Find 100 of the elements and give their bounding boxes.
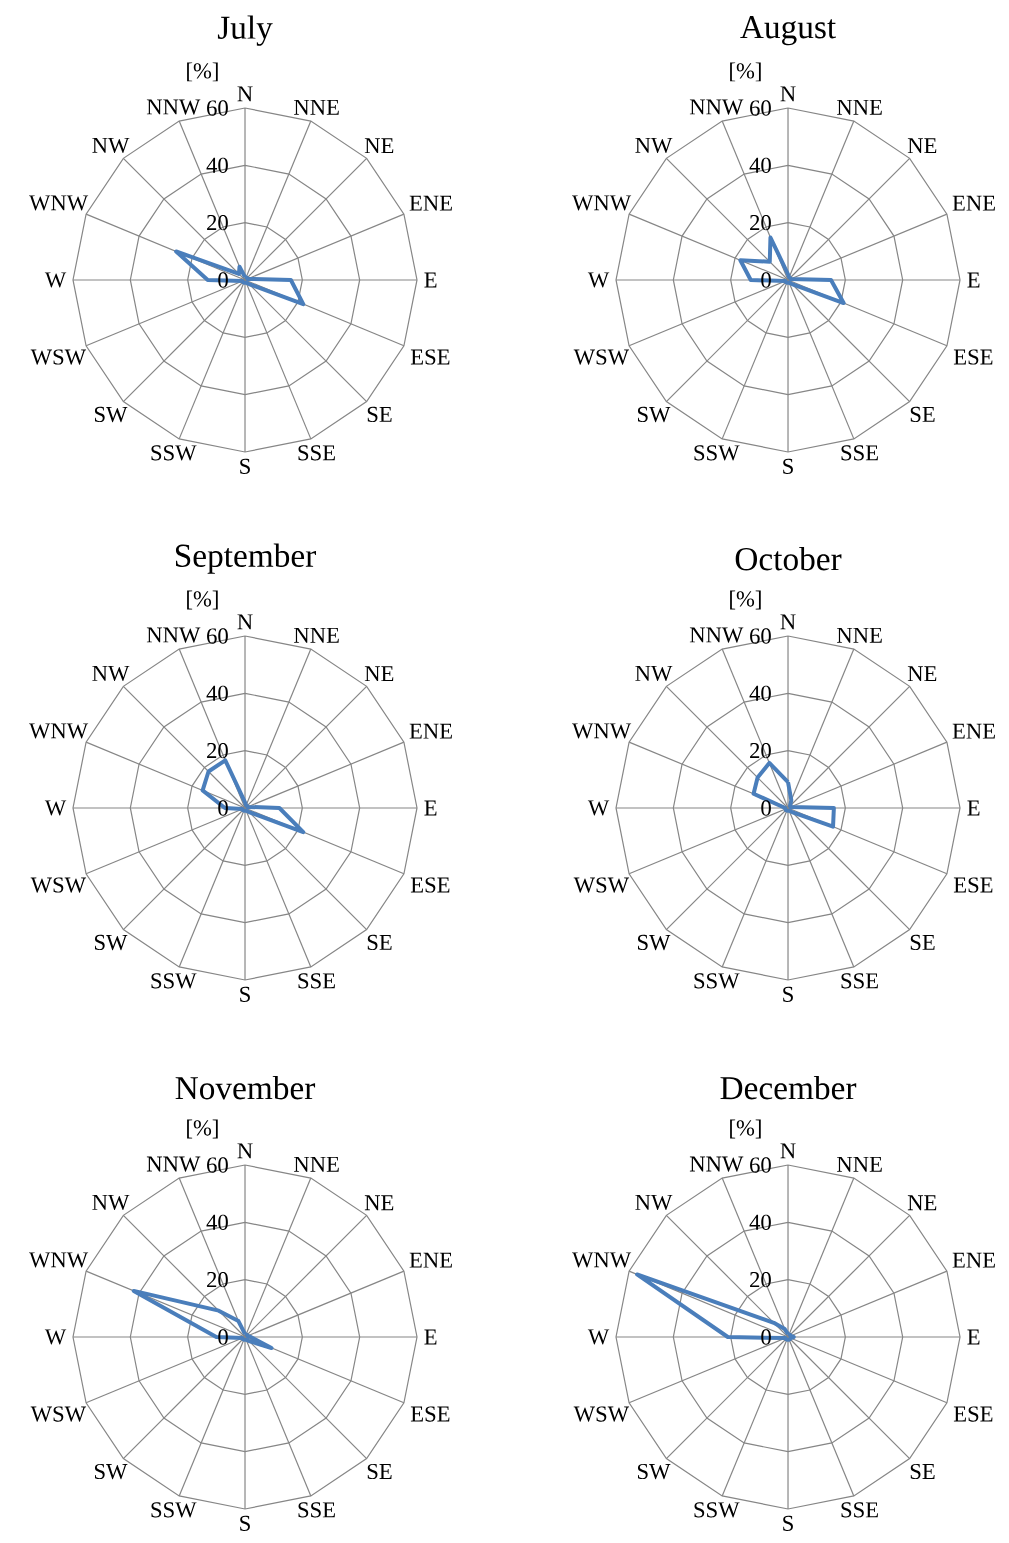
spoke-label: N [780,1143,796,1159]
y-tick-label: 40 [206,685,228,701]
spoke-label: ENE [952,195,995,211]
y-tick-label: 40 [206,1214,228,1230]
spoke-label: E [424,272,437,288]
spoke-label: WSW [573,349,630,365]
chart-title: July [217,15,273,46]
spoke-label: NE [907,666,937,682]
y-tick-label: 0 [761,272,771,288]
y-tick-label: 40 [206,157,228,173]
spoke-label: WSW [573,877,630,893]
y-tick-label: 0 [761,800,771,816]
spoke-label: NNE [836,627,882,643]
spoke-label: NNW [689,627,744,643]
spoke-label: NNE [293,99,339,115]
spoke-label: W [44,800,67,816]
spoke-label: W [587,1329,610,1345]
y-tick-label: 20 [750,214,771,231]
y-tick-label: 60 [750,628,771,644]
spoke-label: W [587,272,610,288]
text: [%] [730,1119,761,1139]
spoke-label: WSW [30,877,87,893]
spoke-label: NNE [293,1156,339,1172]
y-tick-label: 20 [750,1272,771,1288]
spoke-label: NE [364,1195,394,1211]
spoke-label: S [240,1515,250,1531]
chart-title: October [735,546,842,571]
spoke-label: SSW [151,973,197,989]
spoke-label: SSE [841,1502,878,1518]
spoke-label: SE [367,406,392,423]
text: [%] [187,1119,218,1139]
spoke-label: W [44,1329,67,1345]
spoke-label: N [237,1143,253,1159]
spoke-label: ESE [953,1406,993,1422]
spoke-label: ESE [410,877,450,893]
y-tick-label: 20 [207,214,228,231]
spoke-label: SSE [298,445,335,461]
spoke-label: WSW [30,1406,87,1422]
y-tick-label: 40 [749,685,771,701]
y-tick-label: 60 [750,100,771,116]
chart-title: September [175,543,317,574]
spoke-label: ESE [410,349,450,365]
spoke-label: WSW [573,1406,630,1422]
spoke-label: ENE [952,1252,995,1268]
spoke-label: SSW [694,445,740,461]
spoke-label: NNW [146,99,201,115]
spoke-label: NW [635,665,673,682]
text: [%] [187,590,218,610]
spoke-label: S [783,1515,793,1531]
spoke-label: NNW [146,1156,201,1172]
spoke-label: NNW [689,99,744,115]
y-tick-label: 0 [218,272,228,288]
spoke-label: NE [907,138,937,154]
spoke-label: NE [364,138,394,154]
spoke-label: NNE [836,1156,882,1172]
spoke-label: NW [92,137,130,154]
spoke-label: N [780,86,796,102]
y-tick-label: 60 [207,1157,228,1173]
y-tick-label: 20 [207,743,228,759]
y-tick-label: 40 [749,1214,771,1230]
spoke-label: NNE [293,627,339,643]
spoke-label: S [783,986,793,1002]
spoke-label: W [587,800,610,816]
spoke-label: SSW [151,445,197,461]
spoke-label: E [967,272,980,288]
y-tick-label: 60 [207,628,228,644]
spoke-label: NW [92,665,130,682]
spoke-label: ENE [952,723,995,739]
spoke-label: WSW [30,349,87,365]
spoke-label: ESE [953,349,993,365]
spoke-label: SSW [151,1502,197,1518]
spoke-label: NE [364,666,394,682]
y-tick-label: 0 [218,800,228,816]
spoke-label: SE [367,934,392,951]
spoke-label: ENE [409,195,452,211]
y-tick-label: 60 [207,100,228,116]
spoke-label: SW [637,934,671,951]
spoke-label: N [237,614,253,630]
chart-title: November [175,1075,316,1100]
spoke-label: SSW [694,1502,740,1518]
chart-title: August [740,16,836,46]
spoke-label: SE [367,1463,392,1480]
spoke-label: ESE [953,877,993,893]
spoke-label: SSE [298,973,335,989]
spoke-label: WNW [29,723,89,739]
spoke-label: S [240,458,250,474]
spoke-label: E [967,1329,980,1345]
text: [%] [730,590,761,610]
spoke-label: NNW [689,1156,744,1172]
spoke-label: NW [635,137,673,154]
spoke-label: SSW [694,973,740,989]
spoke-label: W [44,272,67,288]
spoke-label: SW [94,934,128,951]
text: [%] [187,62,218,82]
y-tick-label: 40 [749,157,771,173]
spoke-label: SSE [841,973,878,989]
spoke-label: NW [92,1194,130,1211]
y-tick-label: 60 [750,1157,771,1173]
spoke-label: S [240,986,250,1002]
spoke-label: N [237,86,253,102]
